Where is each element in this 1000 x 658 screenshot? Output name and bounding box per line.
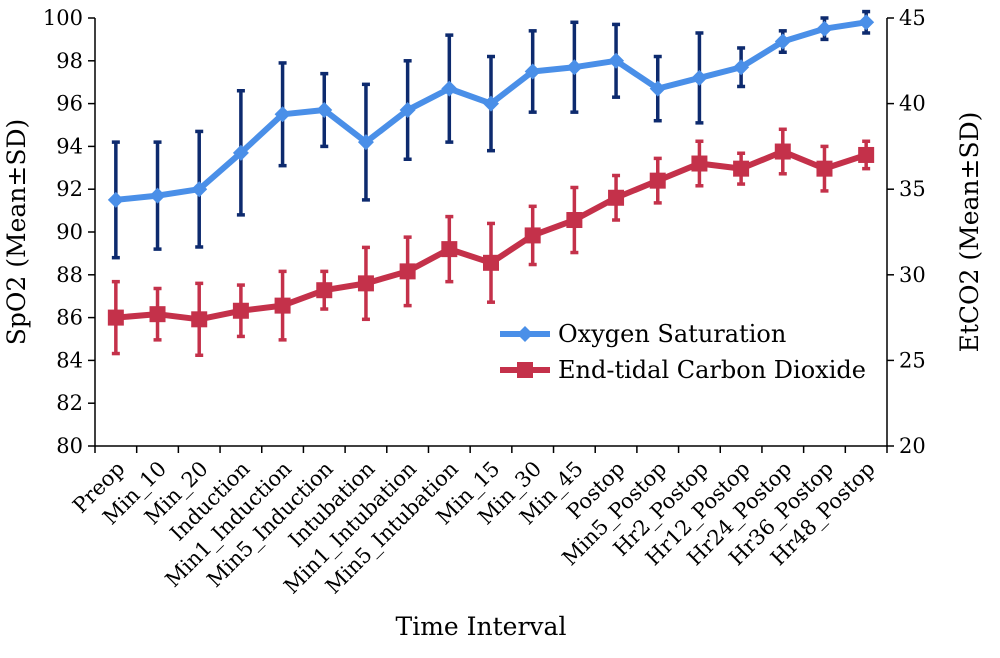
data-point xyxy=(524,227,541,244)
y-tick-label-left: 94 xyxy=(56,134,83,158)
data-point xyxy=(733,59,750,76)
data-point xyxy=(316,282,333,299)
data-point xyxy=(149,306,166,323)
y-tick-label-left: 100 xyxy=(43,6,83,30)
data-point xyxy=(149,187,166,204)
y-tick-label-left: 82 xyxy=(56,391,83,415)
data-point xyxy=(107,191,124,208)
y-tick-label-left: 84 xyxy=(56,348,83,372)
axes: 80828486889092949698100202530354045Preop… xyxy=(43,6,926,598)
y-tick-label-left: 86 xyxy=(56,306,83,330)
legend-marker xyxy=(517,362,533,378)
y-tick-label-left: 88 xyxy=(56,263,83,287)
series-layer xyxy=(107,9,875,358)
y-axis-title-left: SpO2 (Mean±SD) xyxy=(2,119,31,346)
data-point xyxy=(649,80,666,97)
data-point xyxy=(232,302,249,319)
data-point xyxy=(274,106,291,123)
data-point xyxy=(441,80,458,97)
data-point xyxy=(691,155,708,172)
data-point xyxy=(858,146,875,163)
data-point xyxy=(357,134,374,151)
y-tick-label-right: 25 xyxy=(899,348,926,372)
y-tick-label-left: 96 xyxy=(56,92,83,116)
data-point xyxy=(483,95,499,112)
legend-label: Oxygen Saturation xyxy=(558,320,786,348)
x-axis-title: Time Interval xyxy=(396,612,567,641)
data-point xyxy=(107,309,124,326)
legend-label: End-tidal Carbon Dioxide xyxy=(558,356,866,384)
y-tick-label-left: 98 xyxy=(56,49,83,73)
data-point xyxy=(191,311,208,328)
legend-marker xyxy=(517,326,533,342)
series-2 xyxy=(107,127,875,358)
data-point xyxy=(608,189,625,206)
data-point xyxy=(774,33,791,50)
data-point xyxy=(816,160,833,177)
y-tick-label-left: 80 xyxy=(56,434,83,458)
data-point xyxy=(774,143,791,160)
data-point xyxy=(816,20,833,37)
y-tick-label-right: 20 xyxy=(899,434,926,458)
legend: Oxygen Saturation End-tidal Carbon Dioxid… xyxy=(500,320,866,384)
data-point xyxy=(566,212,583,229)
data-point xyxy=(524,63,541,80)
y-axis-title-right: EtCO2 (Mean±SD) xyxy=(955,112,984,353)
data-point xyxy=(399,102,416,119)
series-1 xyxy=(107,9,875,260)
data-point xyxy=(483,254,499,271)
data-point xyxy=(274,297,291,314)
y-tick-label-left: 90 xyxy=(56,220,83,244)
data-point xyxy=(608,52,625,69)
y-tick-label-right: 40 xyxy=(899,92,926,116)
data-point xyxy=(691,69,708,86)
data-point xyxy=(649,172,666,189)
y-tick-label-right: 30 xyxy=(899,263,926,287)
data-point xyxy=(232,144,249,161)
y-tick-label-right: 35 xyxy=(899,177,926,201)
y-tick-label-left: 92 xyxy=(56,177,83,201)
data-point xyxy=(441,241,458,258)
data-point xyxy=(733,160,750,177)
y-tick-label-right: 45 xyxy=(899,6,926,30)
data-point xyxy=(316,102,333,119)
data-point xyxy=(566,59,583,76)
data-point xyxy=(191,181,208,198)
data-point xyxy=(858,14,875,31)
data-point xyxy=(399,263,416,280)
data-point xyxy=(357,275,374,292)
